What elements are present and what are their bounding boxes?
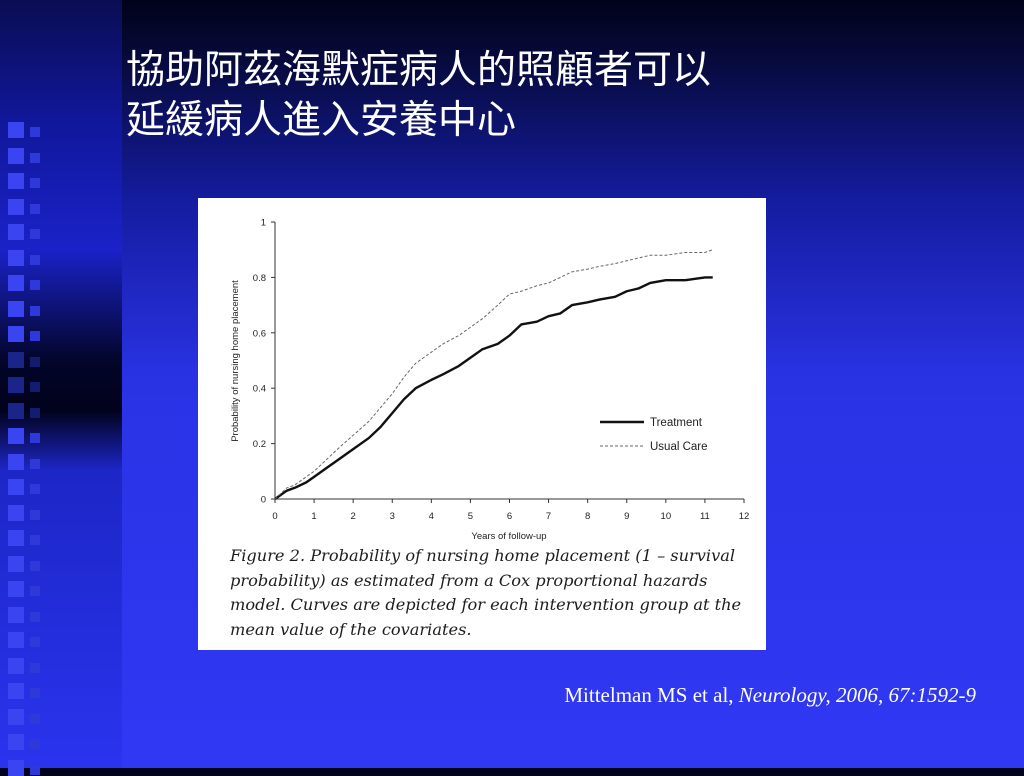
decorative-square	[8, 326, 24, 342]
decorative-square	[8, 632, 24, 648]
x-tick-group: 0 1 2 3 4 5 6 7 8 9 10 11 12	[272, 499, 749, 522]
decorative-square	[8, 224, 24, 240]
decorative-square	[30, 127, 40, 137]
decorative-square	[30, 535, 40, 545]
decorative-square	[8, 581, 24, 597]
y-tick-label: 0.8	[253, 273, 266, 284]
decorative-square	[30, 280, 40, 290]
decorative-square	[8, 530, 24, 546]
decorative-square	[8, 122, 24, 138]
figure-caption: Figure 2. Probability of nursing home pl…	[230, 546, 742, 639]
decorative-square	[30, 152, 40, 163]
x-tick-label: 4	[429, 511, 434, 522]
decorative-square	[30, 560, 40, 571]
x-tick-label: 7	[546, 511, 551, 522]
decorative-square	[30, 356, 40, 367]
decorative-square	[30, 509, 40, 520]
y-tick-label: 1	[261, 218, 266, 229]
decorative-square	[30, 662, 40, 673]
slide-title-line-1: 協助阿茲海默症病人的照顧者可以	[126, 48, 712, 93]
x-axis-label: Years of follow-up	[471, 531, 546, 542]
decorative-square	[8, 377, 24, 393]
decorative-square	[30, 178, 40, 188]
decorative-square	[8, 657, 24, 674]
series-line-usual-care	[274, 249, 713, 500]
decorative-square	[30, 382, 40, 392]
decorative-square	[30, 331, 40, 341]
decorative-square	[8, 479, 24, 495]
decorative-square	[30, 458, 40, 469]
y-axis-label: Probability of nursing home placement	[230, 280, 241, 442]
y-tick-label: 0.4	[253, 384, 266, 395]
decorative-square	[30, 713, 40, 724]
citation: Mittelman MS et al, Neurology, 2006, 67:…	[564, 683, 976, 708]
decorative-square	[8, 198, 24, 215]
decorative-square	[8, 351, 24, 368]
decorative-square	[30, 637, 40, 647]
slide-title-line-2: 延緩病人進入安養中心	[126, 98, 517, 143]
x-tick-label: 6	[507, 511, 512, 522]
x-tick-label: 12	[739, 511, 750, 522]
decorative-square	[8, 683, 24, 699]
y-tick-label: 0.6	[253, 328, 266, 339]
decorative-square	[30, 586, 40, 596]
decorative-square	[8, 300, 24, 317]
decorative-square	[30, 433, 40, 443]
decorative-square	[30, 764, 40, 775]
figure-panel: 0 0.2 0.4 0.6 0.8 1 0 1 2 3 4 5 6 7 8 9 10 11 12 Probabil…	[198, 198, 766, 650]
decorative-square	[8, 606, 24, 623]
slide-title: 協助阿茲海默症病人的照顧者可以 延緩病人進入安養中心	[126, 46, 1006, 146]
decorative-square	[30, 484, 40, 494]
decorative-square	[8, 428, 24, 444]
citation-author: Mittelman MS et al,	[564, 683, 739, 707]
decorative-square	[8, 249, 24, 266]
x-tick-label: 11	[700, 511, 710, 522]
decorative-square	[30, 739, 40, 749]
x-tick-label: 1	[311, 511, 316, 522]
decorative-square	[8, 734, 24, 750]
decorative-square	[8, 147, 24, 164]
series-group	[274, 249, 713, 500]
decorative-square	[30, 407, 40, 418]
y-tick-group: 0 0.2 0.4 0.6 0.8 1	[253, 218, 275, 506]
line-chart: 00.20.40.60.81 0 1 2 3 4 5 6 7 8 9 10 11 12 Probabil…	[230, 218, 749, 543]
x-tick-label: 8	[585, 511, 590, 522]
x-tick-label: 9	[624, 511, 629, 522]
x-tick-label: 3	[390, 511, 395, 522]
decorative-square	[30, 203, 40, 214]
y-tick-label: 0.2	[253, 439, 266, 450]
x-tick-label: 10	[661, 511, 672, 522]
chart-legend: Treatment Usual Care	[600, 417, 708, 453]
series-line-treatment	[274, 276, 713, 500]
legend-label-treatment: Treatment	[650, 417, 703, 429]
x-tick-label: 0	[272, 511, 277, 522]
legend-label-usual-care: Usual Care	[650, 441, 708, 453]
decorative-square	[8, 275, 24, 291]
x-tick-label: 5	[468, 511, 473, 522]
x-tick-label: 2	[351, 511, 356, 522]
decorative-square	[8, 504, 24, 521]
decorative-square	[8, 402, 24, 419]
y-tick-label: 0	[261, 495, 266, 506]
decorative-square	[8, 453, 24, 470]
decorative-square	[30, 254, 40, 265]
decorative-square	[30, 688, 40, 698]
citation-journal: Neurology, 2006, 67:1592-9	[738, 683, 976, 707]
decorative-square	[30, 305, 40, 316]
decorative-square	[8, 173, 24, 189]
decorative-square	[30, 611, 40, 622]
decorative-square	[8, 708, 24, 725]
decorative-square	[8, 555, 24, 572]
decorative-square	[30, 229, 40, 239]
